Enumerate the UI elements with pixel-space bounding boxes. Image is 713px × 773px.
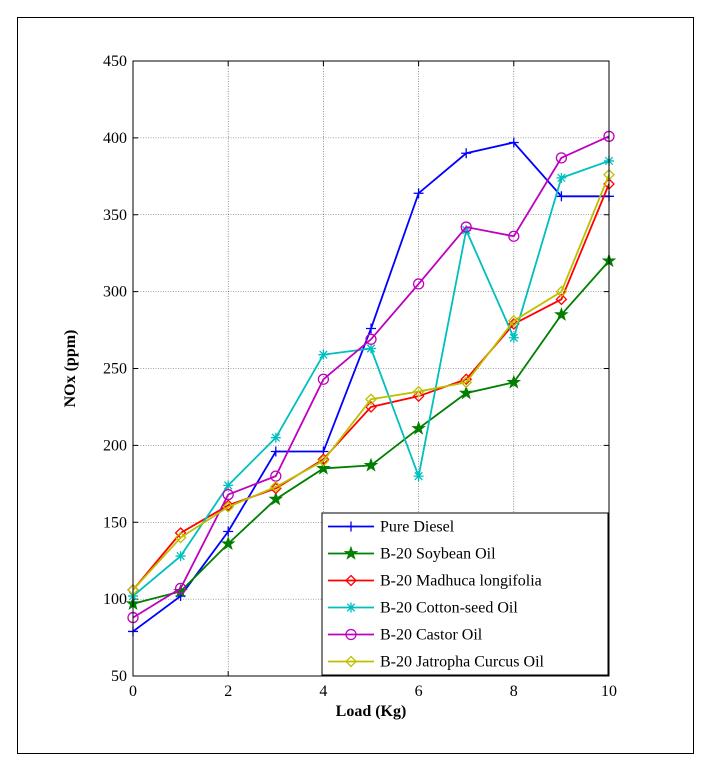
legend-marker — [345, 655, 357, 668]
data-point — [269, 482, 282, 495]
y-tick-label: 50 — [111, 668, 127, 685]
data-point — [508, 230, 520, 242]
legend-marker — [346, 521, 356, 532]
figure-frame: 0 2 4 6 8 10 50 100 150 200 250 300 350 400 450 Load (… — [17, 17, 694, 754]
data-point — [220, 536, 236, 551]
y-tick-label: 250 — [103, 361, 127, 378]
y-tick-label: 450 — [103, 53, 127, 70]
data-point — [555, 293, 568, 306]
data-point — [412, 385, 425, 398]
x-tick-label: 0 — [129, 683, 137, 700]
legend-marker — [345, 574, 357, 587]
data-point — [555, 152, 568, 164]
legend: Pure Diesel B-20 Soybean Oil B-20 Madhuca … — [321, 512, 609, 676]
x-tick-label: 6 — [415, 683, 423, 700]
plot-area-border — [132, 60, 610, 677]
x-tick-label: 10 — [601, 683, 617, 700]
x-tick-label: 4 — [319, 683, 327, 700]
data-point — [366, 343, 376, 354]
data-point — [318, 349, 329, 360]
series-lines — [125, 130, 617, 637]
legend-marker — [346, 602, 356, 613]
y-tick-label: 150 — [103, 514, 127, 531]
data-point — [365, 333, 377, 345]
y-tick-label: 400 — [103, 130, 127, 147]
data-point — [316, 460, 331, 475]
x-tick-label: 8 — [510, 683, 518, 700]
data-point — [556, 172, 567, 183]
data-point — [366, 323, 376, 334]
data-point — [555, 285, 568, 298]
data-point — [222, 488, 234, 501]
data-point — [458, 385, 474, 400]
data-point — [412, 278, 425, 290]
legend-label: B-20 Madhuca longifolia — [380, 573, 542, 590]
data-point — [270, 446, 281, 457]
data-point — [461, 148, 472, 159]
legend-label: B-20 Soybean Oil — [380, 546, 496, 563]
legend-marker — [343, 545, 359, 560]
data-point — [508, 137, 519, 148]
data-point — [174, 531, 187, 544]
data-point — [554, 306, 569, 321]
data-point — [363, 457, 379, 472]
data-point — [365, 393, 377, 406]
y-tick-label: 350 — [103, 207, 127, 224]
y-tick-label: 300 — [103, 284, 127, 301]
data-point — [174, 582, 187, 595]
legend-label: B-20 Jatropha Curcus Oil — [380, 654, 545, 671]
y-tick-label: 100 — [103, 591, 127, 608]
data-point — [317, 373, 330, 385]
nox-vs-load-chart: 0 2 4 6 8 10 50 100 150 200 250 300 350 400 450 Load (… — [62, 53, 617, 720]
y-axis-label: NOx (ppm) — [62, 330, 79, 408]
data-point — [507, 314, 520, 327]
data-point — [222, 499, 235, 512]
data-point — [223, 480, 234, 491]
y-tick-label: 200 — [103, 437, 127, 454]
data-point — [268, 491, 284, 506]
legend-label: B-20 Castor Oil — [380, 627, 483, 644]
series-line — [132, 174, 610, 591]
legend-box — [321, 512, 609, 676]
data-point — [556, 191, 567, 202]
data-point — [175, 551, 186, 562]
data-point — [411, 420, 426, 435]
data-point — [412, 390, 425, 403]
x-axis-label: Load (Kg) — [336, 703, 407, 720]
data-point — [506, 374, 522, 389]
tick-labels: 0 2 4 6 8 10 50 100 150 200 250 300 350 400 450 — [103, 53, 617, 700]
legend-label: Pure Diesel — [380, 519, 455, 536]
data-point — [223, 526, 234, 537]
data-point — [461, 225, 472, 236]
legend-label: B-20 Cotton-seed Oil — [380, 600, 518, 617]
x-tick-label: 2 — [224, 683, 232, 700]
data-point — [317, 454, 330, 467]
data-point — [460, 221, 472, 233]
legend-marker — [345, 628, 357, 641]
data-point — [460, 376, 473, 389]
data-point — [222, 500, 235, 513]
data-point — [269, 480, 282, 493]
data-point — [508, 332, 519, 343]
series-line — [132, 135, 610, 619]
series-b-20-jatropha-curcus-oil — [127, 168, 615, 596]
data-point — [413, 471, 424, 482]
data-point — [365, 401, 377, 413]
data-point — [270, 432, 281, 443]
series-line — [132, 183, 610, 591]
data-point — [413, 188, 424, 199]
